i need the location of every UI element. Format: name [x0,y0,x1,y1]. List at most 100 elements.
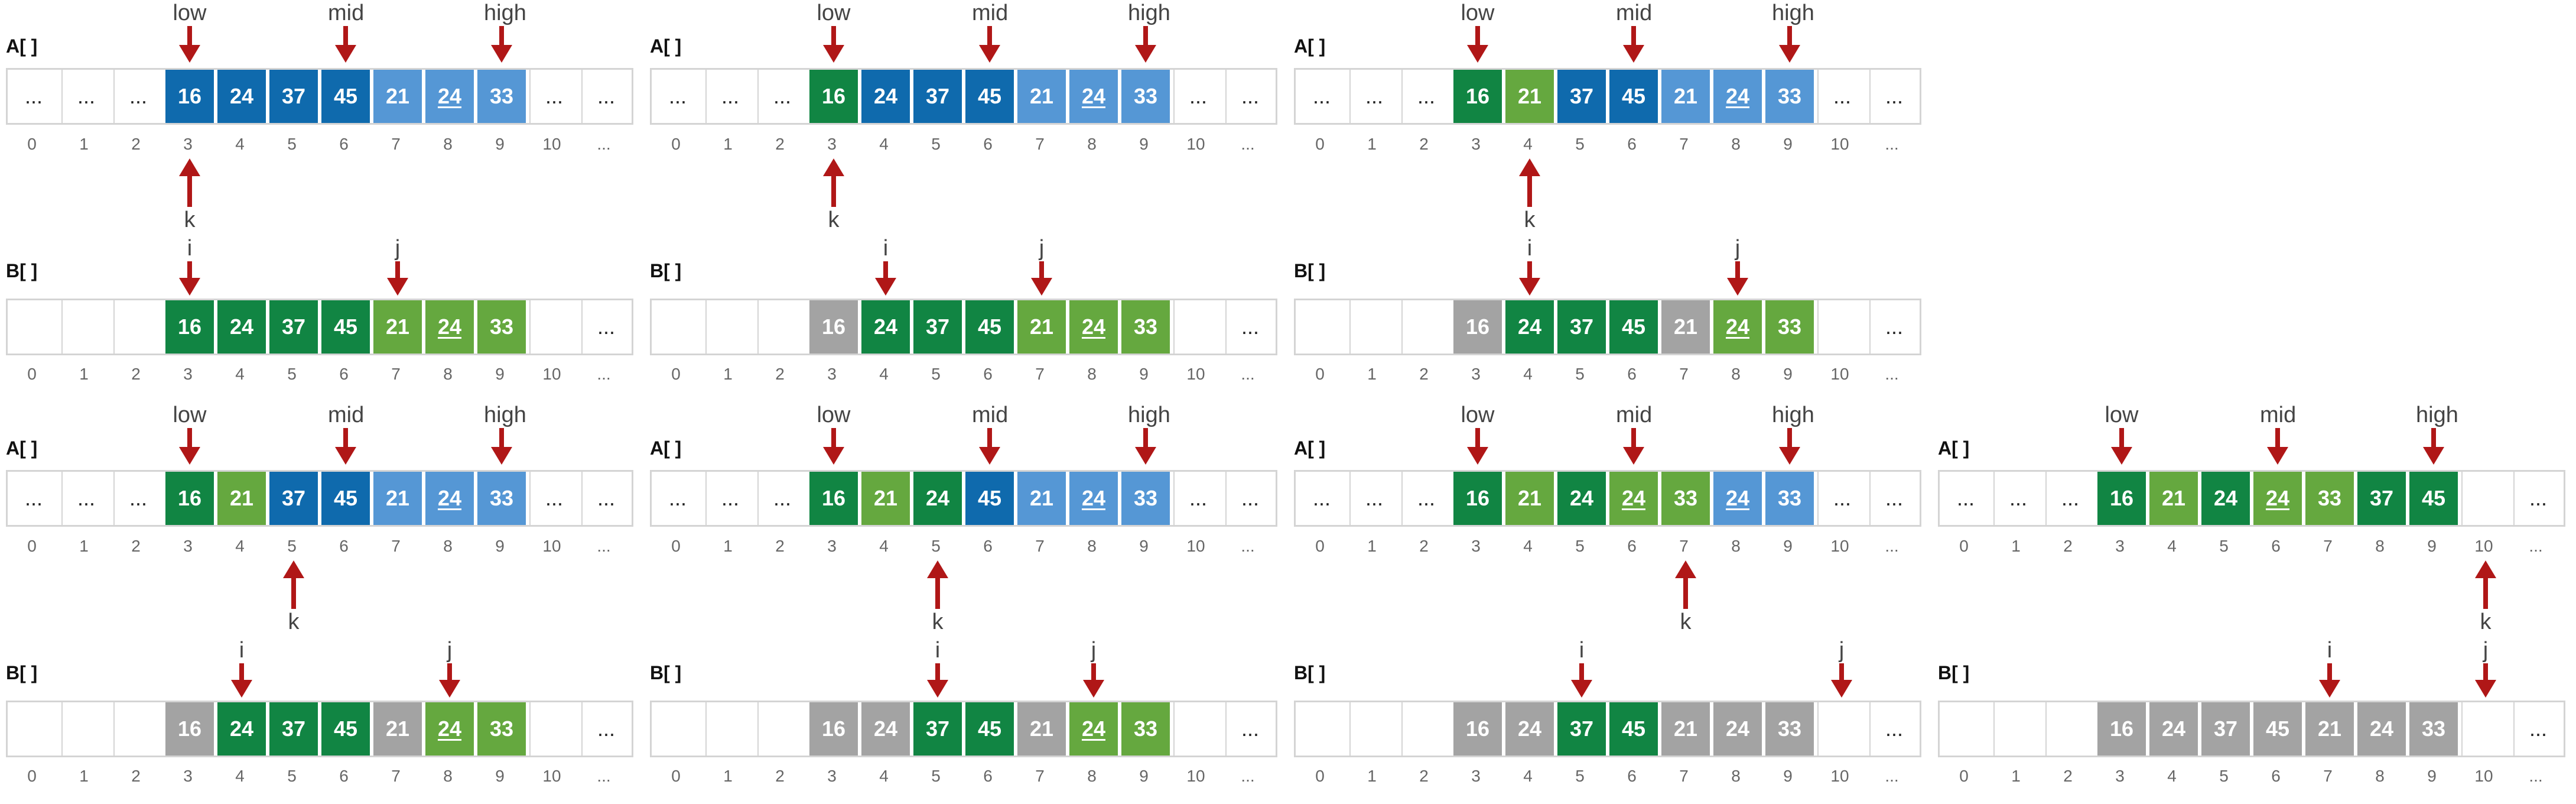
array-b-cell: 24 [861,702,910,756]
cell-value: 45 [977,717,1002,741]
index-label: 6 [983,537,993,555]
index-label: 1 [723,365,733,383]
array-a-cell: ... [705,472,754,525]
pointer-high-label: high [1772,403,1814,427]
pointer-low-label: low [173,403,207,427]
cell-value: 24 [2369,717,2394,741]
index-label: 1 [1367,135,1377,153]
array-a-cell: 45 [965,70,1014,123]
cell-value: 37 [281,315,306,339]
pointer-j-label: j [2483,638,2489,663]
cell-value: ... [1241,486,1259,510]
index-label: 0 [671,135,681,153]
array-b-cell [1297,702,1346,756]
array-a-cell: 24 [1557,472,1606,525]
array-b-cell: 45 [1609,702,1658,756]
array-a-cell: ... [653,472,702,525]
index-label: 10 [2474,767,2493,785]
pointer-k-shaft [187,176,192,207]
index-label: 2 [775,135,785,153]
array-b-cell [1173,702,1222,756]
index-label: 7 [1679,135,1689,153]
pointer-mid-arrowhead [1623,45,1644,63]
pointer-j: j [1824,637,1859,698]
pointer-mid-shaft [1631,428,1636,447]
pointer-low-shaft [187,26,192,45]
index-label: 6 [1627,365,1637,383]
pointer-mid-arrowhead [1623,447,1644,465]
cell-value: 37 [2213,717,2238,741]
pointer-j-shaft [395,261,400,278]
cell-value: ... [2009,486,2027,510]
cell-value: ... [721,84,739,108]
index-label: 7 [1035,537,1045,555]
pointer-low-label: low [817,403,851,427]
pointer-k: k [172,158,207,233]
cell-value: ... [1956,486,1975,510]
array-a-cell: ... [1817,70,1866,123]
pointer-j-arrowhead [1031,278,1052,296]
pointer-k: k [2468,560,2503,635]
index-label: 9 [495,767,505,785]
index-label: 9 [1783,365,1793,383]
array-b-cell [1993,702,2042,756]
pointer-j: j [1024,235,1059,296]
array-a-row: ......... 16 21 24 45 21 24 33...... [650,470,1277,527]
index-label: 1 [79,365,89,383]
index-label: 2 [1419,767,1429,785]
index-label: 7 [391,767,401,785]
index-row: 0 1 2 3 4 5 6 7 8 9 10... [650,135,1274,154]
array-b-cell: 37 [269,702,318,756]
pointer-high-arrowhead [1135,447,1156,465]
array-b-cell [1941,702,1990,756]
pointer-high-label: high [1128,1,1170,25]
array-a-cell: 24 [2201,472,2250,525]
array-a-row: ......... 16 24 37 45 21 24 33...... [6,68,633,125]
array-b-cell: 24 [425,702,474,756]
array-a-cell: 24 [913,472,962,525]
pointer-high-label: high [484,403,526,427]
array-b-cell: 16 [2097,702,2146,756]
merge-step-panel: A[ ] B[ ]......... 16 21 24 24 33 24 33...... 0 1 2… [1288,402,1932,804]
index-label: 5 [287,537,297,555]
index-row: 0 1 2 3 4 5 6 7 8 9 10... [1294,767,1918,786]
pointer-k-arrowhead [179,158,200,176]
cell-value: ... [2529,717,2547,741]
array-b-row: 16 24 37 45 21 24 33... [1294,299,1921,355]
cell-value: 24 [1081,84,1106,108]
array-a-cell: 21 [1017,472,1066,525]
index-label: 4 [879,135,889,153]
cell-value: 21 [385,717,410,741]
pointer-i: i [2312,637,2347,698]
pointer-j: j [2468,637,2503,698]
cell-value: ... [1885,717,1903,741]
array-a-cell: ... [1225,472,1274,525]
array-b-row: 16 24 37 45 21 24 33... [6,701,633,757]
cell-value: ... [77,84,95,108]
pointer-j: j [1720,235,1755,296]
index-label: 9 [2427,537,2437,555]
array-a-cell: ... [581,472,630,525]
array-a-cell: ... [705,70,754,123]
index-label: 7 [1035,767,1045,785]
cell-value: 16 [821,84,846,108]
index-label: 1 [1367,365,1377,383]
array-b-cell: 24 [861,300,910,354]
index-label: 4 [235,365,245,383]
array-b-cell: 33 [1121,702,1170,756]
pointer-k: k [1512,158,1547,233]
pointer-i-shaft [1579,663,1584,680]
index-label: 5 [1575,767,1585,785]
array-b-cell: 33 [1765,300,1814,354]
index-label: 1 [723,767,733,785]
cell-value: 24 [229,315,254,339]
pointer-k-label: k [2480,610,2492,634]
array-a-cell: ... [1225,70,1274,123]
array-a-cell: ... [1993,472,2042,525]
cell-value: 33 [2317,486,2342,510]
array-a-cell: 33 [477,70,526,123]
array-b-cell: ... [1225,300,1274,354]
merge-step-panel: A[ ] B[ ]......... 16 21 37 45 21 24 33...... 0 1 2… [0,402,644,804]
cell-value: 16 [1465,84,1490,108]
array-b-label: B[ ] [1938,662,1970,683]
